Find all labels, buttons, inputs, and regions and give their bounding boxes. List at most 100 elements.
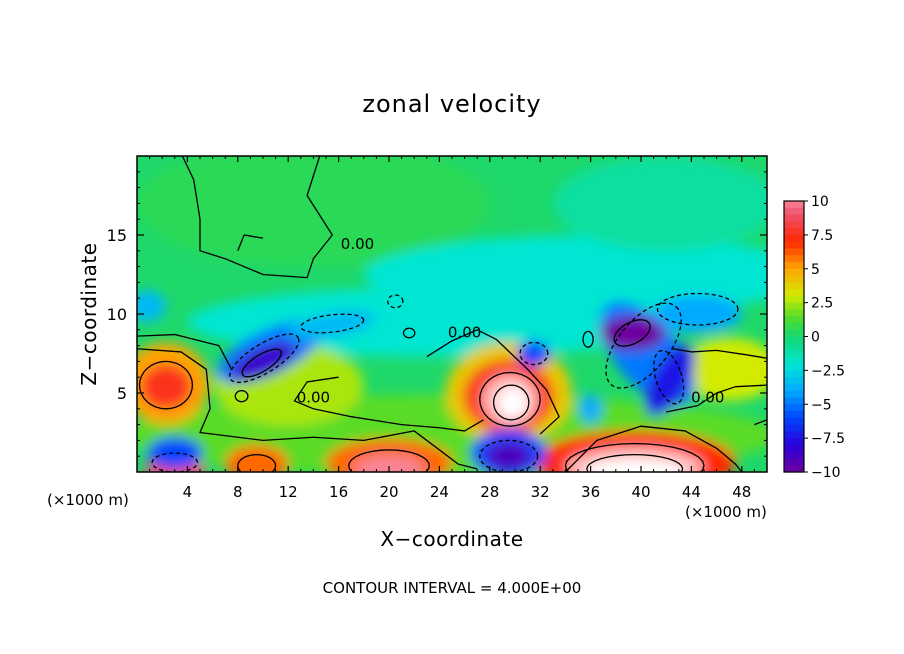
plot-area <box>137 156 767 472</box>
field-blob <box>137 156 490 267</box>
field-blob <box>230 341 296 382</box>
colorbar-swatch <box>784 343 804 351</box>
colorbar-swatch <box>784 356 804 365</box>
colorbar-swatch <box>784 228 804 236</box>
contour-line-zero <box>402 327 416 339</box>
x-tick-label: 44 <box>682 483 701 501</box>
y-tick-label: 10 <box>107 305 127 324</box>
chart-title: zonal velocity <box>362 90 541 118</box>
contour-line-zero <box>426 329 560 435</box>
colorbar-swatch <box>784 377 804 385</box>
contour-line-negative <box>519 341 549 366</box>
colorbar-swatch <box>784 458 804 466</box>
colorbar-swatch <box>784 417 804 426</box>
x-tick-label: 40 <box>631 483 650 501</box>
colorbar-label: 10 <box>811 194 829 210</box>
colorbar-label: −2.5 <box>811 363 845 379</box>
colorbar-label: 5 <box>811 262 820 278</box>
colorbar-swatch <box>784 268 804 277</box>
field-blob <box>225 445 289 472</box>
x-tick-label: 4 <box>183 483 193 501</box>
colorbar-swatch <box>784 424 804 432</box>
contour-line-zero <box>241 348 283 378</box>
colorbar-swatch <box>784 465 804 473</box>
contour-line-zero <box>237 234 264 252</box>
contour-line-zero <box>137 333 233 370</box>
velocity-field <box>137 156 767 472</box>
colorbar-swatch <box>784 438 804 446</box>
contour-label: 0.00 <box>448 324 481 342</box>
colorbar-label: 2.5 <box>811 296 833 312</box>
colorbar-swatch <box>784 444 804 453</box>
contour-line-negative <box>605 302 682 389</box>
colorbar-swatch <box>784 431 804 439</box>
colorbar-label: −10 <box>811 465 841 481</box>
contour-line-zero <box>582 330 594 348</box>
contour-line-negative <box>656 292 739 326</box>
colorbar-swatch <box>784 302 804 310</box>
field-blob <box>140 364 192 409</box>
contour-line-negative <box>653 349 685 405</box>
colorbar-swatch <box>784 214 804 222</box>
field-blob <box>653 295 742 333</box>
x-axis-label: X−coordinate <box>380 527 523 551</box>
contour-line-zero <box>613 319 651 347</box>
colorbar: 10 7.5 5 2.5 0 −2.5 −5 −7.5 −10 <box>783 194 845 481</box>
colorbar-swatch <box>784 234 804 243</box>
contour-line-negative <box>387 294 404 309</box>
x-tick-label: 16 <box>329 483 348 501</box>
colorbar-swatch <box>784 383 804 392</box>
field-blob <box>353 454 425 472</box>
colorbar-swatch <box>784 221 804 229</box>
colorbar-swatch <box>784 241 804 250</box>
x-unit-right: (×1000 m) <box>685 503 767 521</box>
x-axis: 4 8 12 16 20 24 28 32 36 40 44 48 <box>149 156 755 501</box>
field-blob <box>497 386 528 419</box>
contour-labels: 0.00 0.00 0.00 0.00 <box>297 235 725 406</box>
contour-line-negative <box>479 439 539 472</box>
x-tick-label: 12 <box>279 483 298 501</box>
y-tick-label: 15 <box>107 226 127 245</box>
field-blob <box>678 337 767 401</box>
contour-line-zero <box>234 389 249 403</box>
colorbar-swatch <box>784 336 804 344</box>
contour-line-zero <box>479 371 541 427</box>
contour-label: 0.00 <box>691 388 724 406</box>
contour-line-negative <box>151 452 199 472</box>
field-blob <box>552 156 767 251</box>
contour-lines <box>137 156 767 472</box>
colorbar-swatch <box>784 289 804 297</box>
contour-line-zero <box>586 453 684 472</box>
colorbar-swatch <box>784 350 804 358</box>
colorbar-swatch <box>784 370 804 378</box>
contour-line-zero <box>564 425 743 472</box>
colorbar-swatch <box>784 329 804 338</box>
colorbar-swatch <box>784 261 804 270</box>
x-tick-label: 48 <box>732 483 751 501</box>
colorbar-swatch <box>784 275 804 283</box>
contour-interval-note: CONTOUR INTERVAL = 4.000E+00 <box>323 579 582 597</box>
contour-line-zero <box>564 442 705 472</box>
contour-line-zero <box>754 419 767 426</box>
colorbar-label: −5 <box>811 397 832 413</box>
colorbar-label: 0 <box>811 330 820 346</box>
colorbar-swatch <box>784 451 804 460</box>
contour-label: 0.00 <box>341 235 374 253</box>
field-blob <box>517 340 551 367</box>
colorbar-label: −7.5 <box>811 431 845 447</box>
colorbar-swatch <box>784 397 804 405</box>
contour-line-zero <box>672 348 767 359</box>
field-blob <box>147 437 203 469</box>
field-blob <box>486 441 532 471</box>
contour-line-zero <box>237 453 277 472</box>
colorbar-label: 7.5 <box>811 228 833 244</box>
contour-line-zero <box>666 384 767 413</box>
colorbar-swatch <box>784 295 804 304</box>
contour-line-zero <box>348 449 430 472</box>
colorbar-swatch <box>784 255 804 263</box>
contour-line-zero <box>181 156 333 279</box>
contour-line-negative <box>229 333 300 384</box>
colorbar-swatch <box>784 390 804 399</box>
x-tick-label: 8 <box>233 483 243 501</box>
